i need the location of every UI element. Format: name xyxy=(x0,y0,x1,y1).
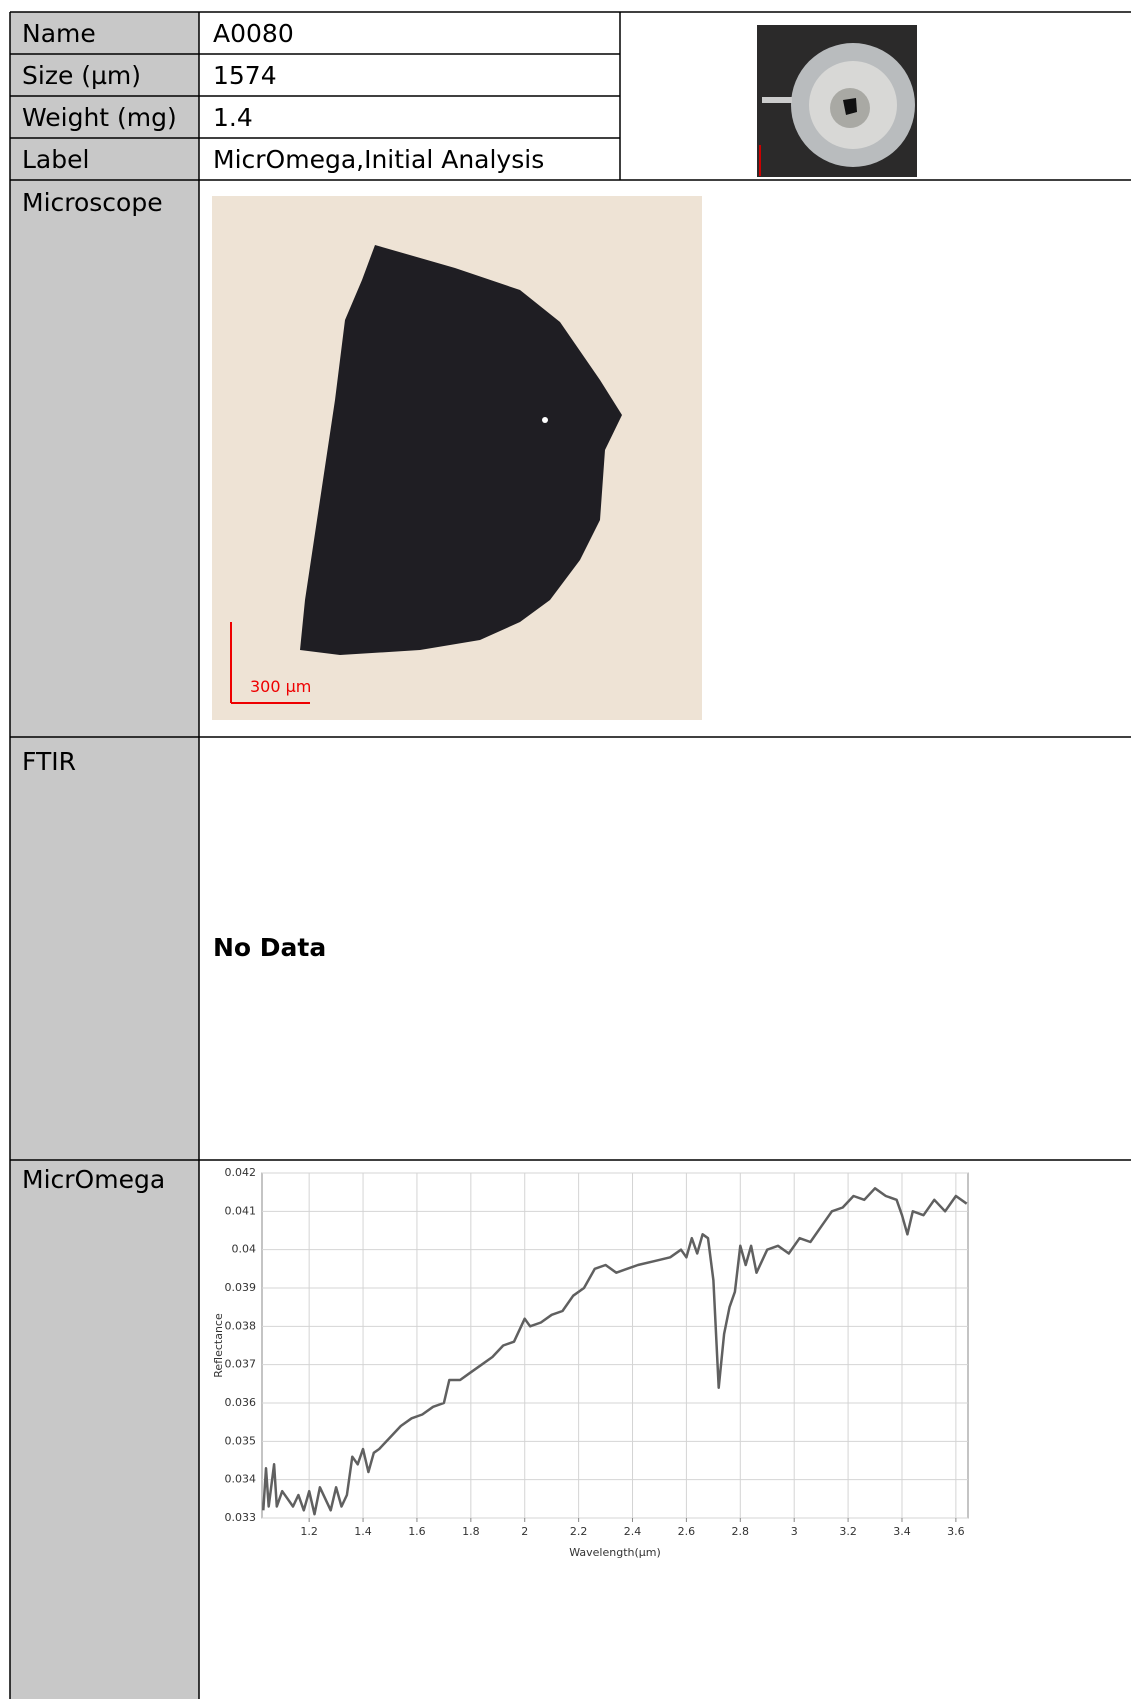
x-tick-label: 3.4 xyxy=(893,1525,911,1538)
x-tick-label: 3.2 xyxy=(839,1525,857,1538)
thumbnail xyxy=(757,25,917,177)
row-value: MicrOmega,Initial Analysis xyxy=(213,145,544,174)
y-tick-label: 0.037 xyxy=(225,1358,257,1371)
row-label: MicrOmega xyxy=(22,1165,165,1194)
y-tick-label: 0.036 xyxy=(225,1396,257,1409)
x-tick-label: 3.6 xyxy=(947,1525,965,1538)
row-label: FTIR xyxy=(22,747,76,776)
row-value: A0080 xyxy=(213,19,294,48)
x-tick-label: 2.4 xyxy=(624,1525,642,1538)
row-value: 1.4 xyxy=(213,103,253,132)
no-data: No Data xyxy=(213,933,326,962)
data-line xyxy=(262,1187,968,1516)
row-label: Weight (mg) xyxy=(22,103,177,132)
x-axis-label: Wavelength(µm) xyxy=(569,1546,661,1559)
scale-bar-label: 300 µm xyxy=(250,677,311,696)
x-tick-label: 3 xyxy=(791,1525,798,1538)
y-axis-label: Reflectance xyxy=(212,1313,225,1378)
x-tick-label: 2.6 xyxy=(678,1525,696,1538)
x-tick-label: 2.2 xyxy=(570,1525,588,1538)
x-tick-label: 1.2 xyxy=(300,1525,318,1538)
x-tick-label: 1.4 xyxy=(354,1525,372,1538)
row-value: 1574 xyxy=(213,61,277,90)
row-label: Microscope xyxy=(22,188,163,217)
microscope-image: 300 µm xyxy=(212,196,702,720)
y-tick-label: 0.033 xyxy=(225,1511,257,1524)
y-tick-label: 0.035 xyxy=(225,1434,257,1447)
y-tick-label: 0.034 xyxy=(225,1473,257,1486)
x-tick-label: 2.8 xyxy=(732,1525,750,1538)
row-label: Label xyxy=(22,145,89,174)
chart: 0.033 0.034 0.035 0.036 0.037 0.038 0.039 0.04 0… xyxy=(212,1166,969,1559)
y-tick-label: 0.041 xyxy=(225,1204,257,1217)
y-tick-label: 0.038 xyxy=(225,1319,257,1332)
label-column xyxy=(10,12,199,1699)
y-tick-label: 0.039 xyxy=(225,1281,257,1294)
x-tick-label: 1.6 xyxy=(408,1525,426,1538)
plot-area xyxy=(261,1172,969,1519)
y-tick-label: 0.042 xyxy=(225,1166,257,1179)
x-tick-label: 2 xyxy=(521,1525,528,1538)
x-tick-label: 1.8 xyxy=(462,1525,480,1538)
row-label: Name xyxy=(22,19,96,48)
y-tick-label: 0.04 xyxy=(232,1243,257,1256)
table-lines xyxy=(9,11,1131,1699)
row-label: Size (µm) xyxy=(22,61,141,90)
